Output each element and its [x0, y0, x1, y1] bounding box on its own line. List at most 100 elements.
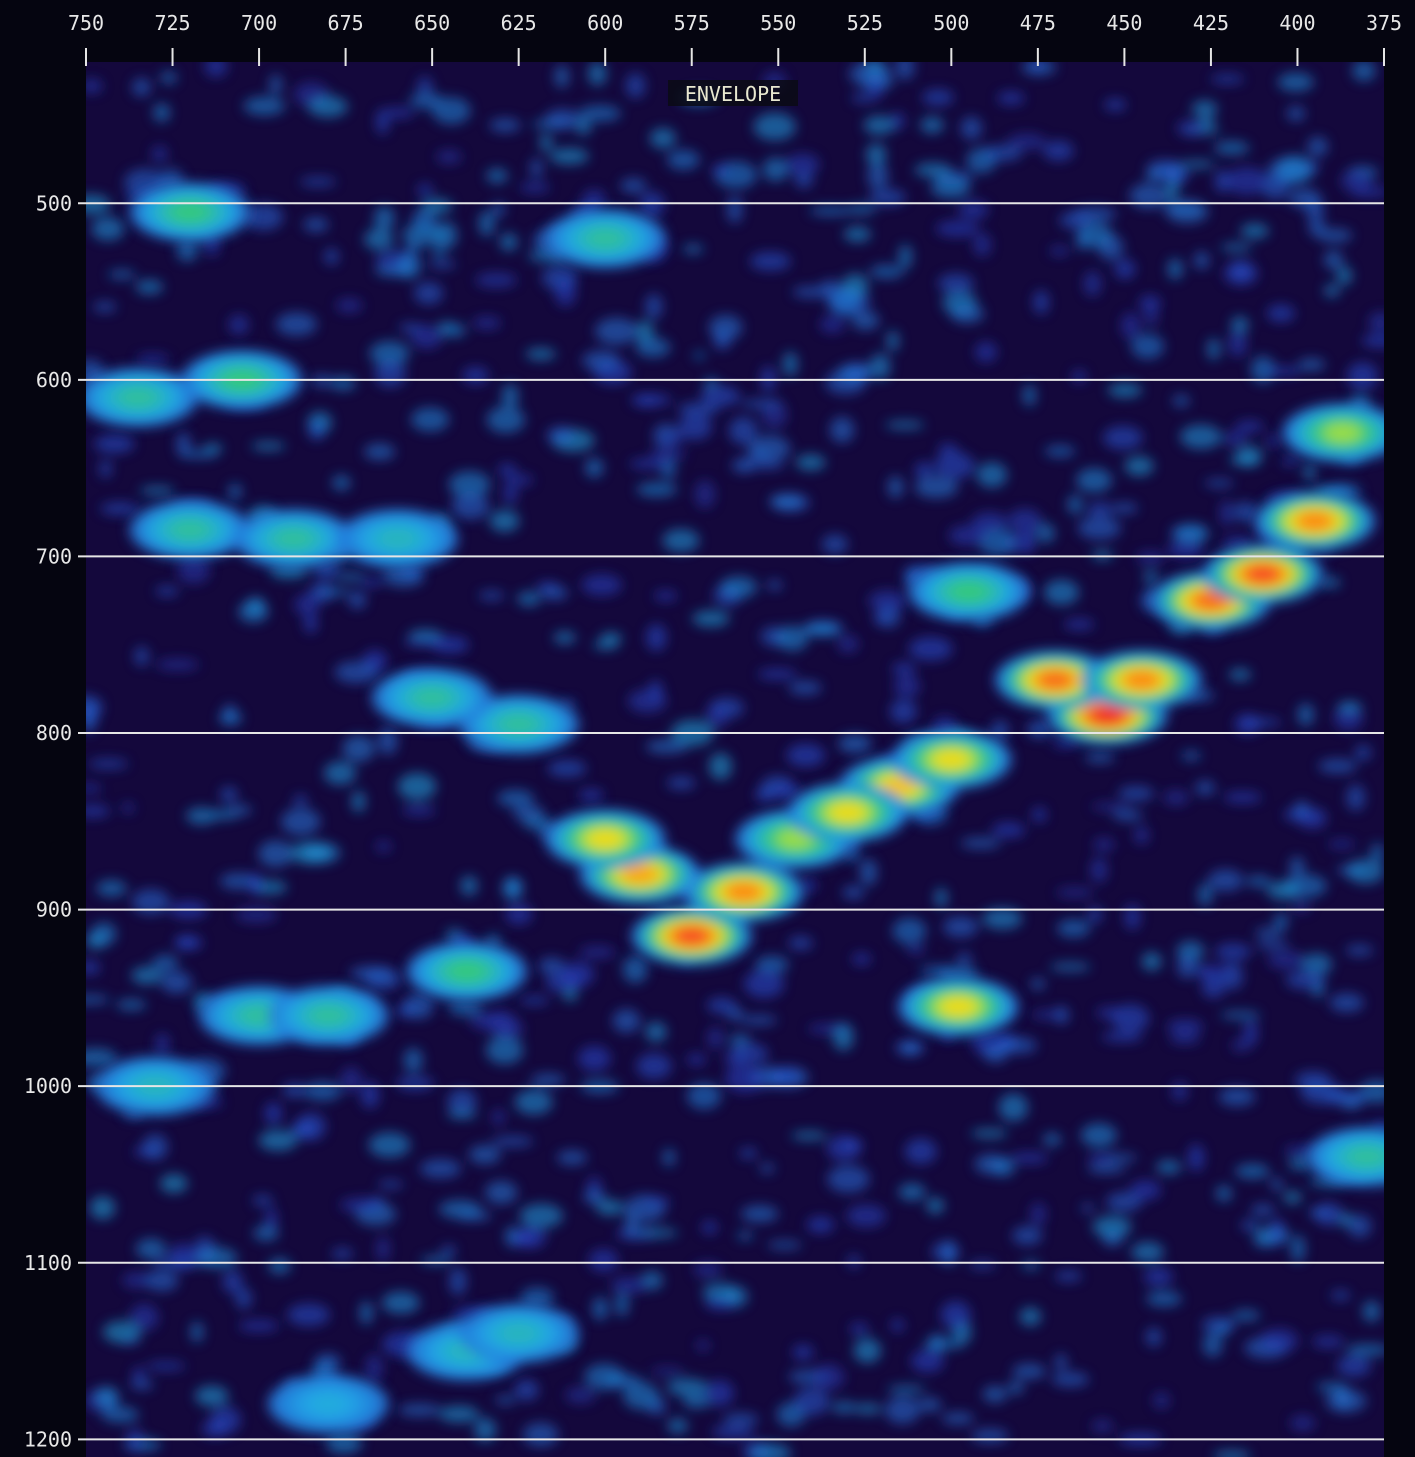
- texture-blob: [1286, 106, 1306, 122]
- texture-blob: [491, 1108, 506, 1126]
- texture-blob: [634, 395, 658, 407]
- texture-blob: [766, 580, 783, 591]
- reflector-spot: [1080, 650, 1203, 711]
- texture-blob: [519, 996, 550, 1005]
- texture-blob: [131, 889, 170, 915]
- texture-blob: [1012, 1226, 1043, 1246]
- texture-blob: [1104, 98, 1127, 111]
- texture-blob: [509, 1231, 536, 1247]
- texture-blob: [160, 1173, 188, 1194]
- texture-blob: [494, 1395, 516, 1405]
- texture-blob: [922, 89, 954, 106]
- texture-blob: [1208, 869, 1244, 892]
- texture-blob: [258, 1129, 298, 1151]
- texture-blob: [1181, 751, 1202, 761]
- y-tick-label: 900: [36, 898, 72, 922]
- texture-blob: [914, 476, 959, 499]
- texture-blob: [475, 272, 517, 288]
- texture-blob: [1201, 1316, 1236, 1334]
- texture-blob: [501, 383, 519, 409]
- x-tick-label: 575: [674, 11, 710, 35]
- texture-blob: [248, 872, 263, 895]
- texture-blob: [1354, 744, 1372, 761]
- texture-blob: [204, 62, 228, 78]
- texture-blob: [243, 96, 286, 116]
- texture-blob: [957, 952, 972, 965]
- texture-blob: [446, 323, 466, 338]
- texture-blob: [693, 1261, 722, 1278]
- texture-blob: [190, 1321, 204, 1343]
- texture-blob: [1022, 384, 1037, 407]
- texture-blob: [926, 1197, 945, 1214]
- texture-blob: [180, 449, 218, 459]
- texture-blob: [636, 1053, 672, 1079]
- texture-blob: [264, 1102, 283, 1125]
- texture-blob: [757, 668, 798, 680]
- texture-blob: [1163, 790, 1189, 806]
- texture-blob: [561, 961, 595, 987]
- texture-blob: [546, 426, 576, 444]
- texture-blob: [1225, 167, 1269, 195]
- texture-blob: [1324, 1089, 1368, 1105]
- texture-blob: [554, 278, 577, 307]
- reflector-ring: [1090, 706, 1125, 725]
- texture-blob: [258, 840, 293, 868]
- texture-blob: [1307, 136, 1328, 157]
- texture-blob: [887, 476, 904, 499]
- y-tick-label: 800: [36, 721, 72, 745]
- texture-blob: [462, 366, 489, 385]
- texture-blob: [308, 419, 325, 441]
- texture-blob: [1087, 1164, 1127, 1174]
- chart-title: ENVELOPE: [685, 82, 781, 106]
- texture-blob: [86, 79, 103, 94]
- texture-blob: [1095, 1006, 1124, 1020]
- texture-blob: [451, 493, 490, 520]
- texture-blob: [1103, 425, 1143, 450]
- reflector-spot: [86, 367, 199, 428]
- reflector-ring: [934, 750, 969, 769]
- reflector-ring: [415, 688, 450, 707]
- texture-blob: [859, 858, 878, 886]
- texture-blob: [308, 95, 348, 118]
- texture-blob: [364, 228, 394, 251]
- texture-blob: [432, 246, 446, 258]
- texture-blob: [100, 502, 140, 515]
- texture-blob: [1222, 430, 1248, 447]
- texture-blob: [107, 269, 136, 280]
- texture-blob: [1043, 140, 1074, 161]
- texture-blob: [794, 171, 814, 189]
- texture-blob: [243, 203, 284, 231]
- texture-blob: [219, 872, 257, 890]
- texture-blob: [1081, 1204, 1095, 1213]
- texture-blob: [303, 217, 329, 233]
- texture-blob: [1124, 904, 1141, 930]
- texture-blob: [922, 1339, 965, 1350]
- texture-blob: [746, 449, 770, 459]
- reflector-ring: [172, 202, 207, 222]
- texture-blob: [421, 198, 453, 214]
- texture-blob: [364, 443, 396, 461]
- texture-blob: [847, 1254, 860, 1269]
- texture-blob: [397, 772, 437, 801]
- texture-blob: [1177, 955, 1198, 979]
- texture-blob: [1169, 1033, 1201, 1044]
- texture-blob: [1179, 160, 1215, 169]
- texture-blob: [121, 802, 135, 813]
- texture-blob: [1071, 370, 1087, 383]
- texture-blob: [1049, 962, 1091, 972]
- texture-blob: [222, 1270, 243, 1294]
- texture-blob: [1213, 141, 1250, 155]
- texture-blob: [1007, 1380, 1024, 1395]
- texture-blob: [635, 337, 671, 358]
- texture-blob: [1214, 169, 1231, 193]
- texture-blob: [142, 1133, 168, 1160]
- texture-blob: [195, 1385, 229, 1407]
- texture-blob: [1030, 1202, 1047, 1226]
- texture-blob: [1091, 1419, 1114, 1433]
- texture-blob: [408, 629, 443, 642]
- texture-blob: [522, 1422, 559, 1447]
- texture-blob: [280, 808, 321, 836]
- texture-blob: [582, 350, 620, 371]
- texture-blob: [919, 965, 953, 976]
- texture-blob: [983, 1043, 1009, 1063]
